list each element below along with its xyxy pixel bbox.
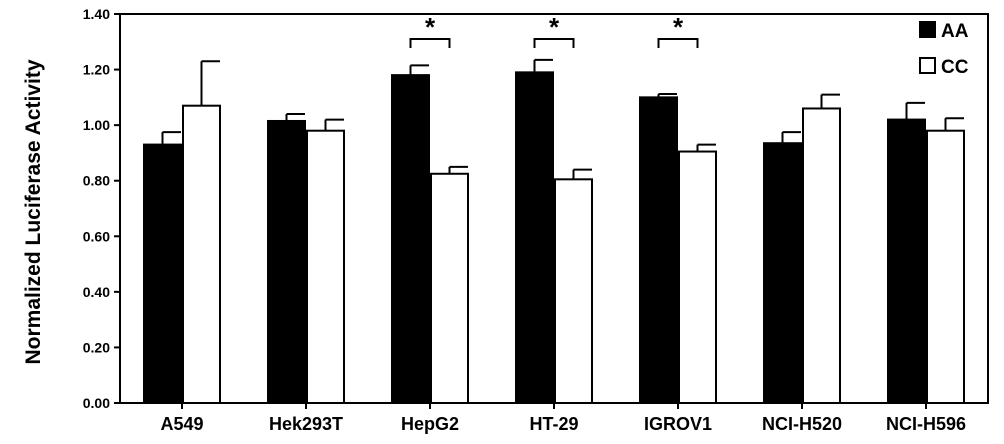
bar-aa-hepg2	[391, 74, 430, 404]
significance-star: *	[549, 12, 560, 42]
significance-star: *	[673, 12, 684, 42]
significance-bracket	[409, 38, 451, 48]
bar-cc-nci-h520	[802, 107, 841, 404]
x-tick-label: Hek293T	[269, 414, 343, 434]
y-tick-label: 1.20	[83, 62, 110, 78]
bars	[143, 58, 965, 404]
legend-label-cc: CC	[941, 57, 969, 78]
legend-swatch-cc	[919, 57, 936, 74]
x-tick-label: A549	[160, 414, 203, 434]
x-tick-label: HepG2	[401, 414, 459, 434]
y-tick-label: 0.00	[83, 395, 110, 411]
y-tick-label: 0.60	[83, 228, 110, 244]
bar-aa-hek293t	[267, 119, 306, 404]
significance-annotations: * * *	[409, 12, 699, 48]
bar-aa-igrov1	[639, 96, 678, 404]
y-tick-label: 0.40	[83, 284, 110, 300]
legend-label-aa: AA	[941, 21, 969, 42]
bar-aa-nci-h520	[763, 142, 802, 404]
y-tick-label: 0.80	[83, 173, 110, 189]
bar-cc-a549	[182, 104, 221, 404]
y-tick-label: 1.40	[83, 6, 110, 22]
bar-aa-a549	[143, 143, 182, 404]
bar-cc-nci-h596	[926, 129, 965, 404]
y-tick-label: 0.20	[83, 339, 110, 355]
y-tick-label: 1.00	[83, 117, 110, 133]
x-tick-label: IGROV1	[644, 414, 712, 434]
significance-bracket	[657, 38, 699, 48]
x-tick-label: NCI-H520	[762, 414, 842, 434]
axes: 0.00 0.20 0.40 0.60 0.80 1.00 1.20 1.40 A549 Hek2…	[83, 6, 989, 434]
significance-bracket	[533, 38, 575, 48]
legend: AA CC	[919, 21, 969, 78]
bar-aa-nci-h596	[887, 118, 926, 404]
bar-cc-hek293t	[306, 129, 345, 404]
bar-cc-hepg2	[430, 172, 469, 404]
legend-swatch-aa	[919, 21, 936, 38]
bar-cc-igrov1	[678, 150, 717, 404]
y-axis-label: Normalized Luciferase Activity	[22, 59, 45, 364]
bar-aa-ht-29	[515, 71, 554, 404]
x-tick-label: NCI-H596	[886, 414, 966, 434]
significance-star: *	[425, 12, 436, 42]
x-tick-label: HT-29	[529, 414, 578, 434]
bar-cc-ht-29	[554, 178, 593, 404]
